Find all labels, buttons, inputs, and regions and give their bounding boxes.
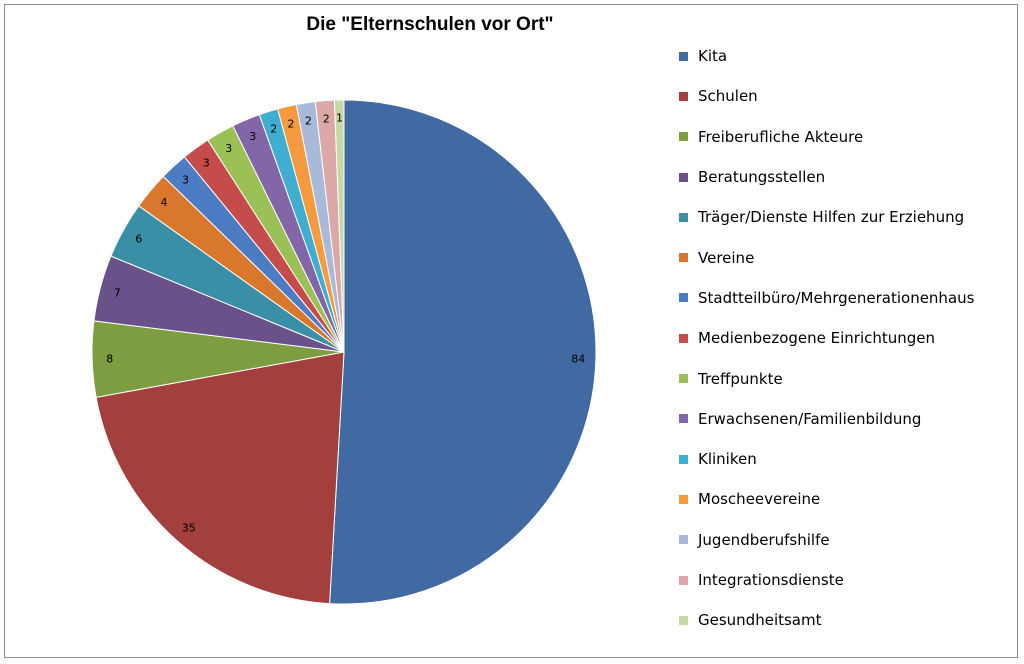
data-label-kita: 84 bbox=[571, 353, 585, 366]
data-label-integrationsdienste: 2 bbox=[323, 112, 330, 125]
legend-swatch bbox=[679, 575, 688, 585]
legend-swatch bbox=[679, 333, 688, 343]
legend-swatch bbox=[679, 494, 688, 504]
legend-label: Gesundheitsamt bbox=[698, 611, 822, 630]
data-label-schulen: 35 bbox=[182, 522, 196, 535]
legend-item-beratungsstellen: Beratungsstellen bbox=[679, 157, 974, 197]
legend-swatch bbox=[679, 293, 688, 303]
legend-item-jugendberufshilfe: Jugendberufshilfe bbox=[679, 520, 974, 560]
legend-item-medienbezogene-einrichtungen: Medienbezogene Einrichtungen bbox=[679, 318, 974, 358]
legend-item-stadtteilbuero-mehrgenerationenhaus: Stadtteilbüro/Mehrgenerationenhaus bbox=[679, 278, 974, 318]
legend-label: Moscheevereine bbox=[698, 490, 821, 509]
legend-label: Erwachsenen/Familienbildung bbox=[698, 409, 922, 428]
legend-item-moscheevereine: Moscheevereine bbox=[679, 479, 974, 519]
legend-swatch bbox=[679, 615, 688, 625]
legend-label: Kita bbox=[698, 47, 728, 66]
legend-item-freiberufliche-akteure: Freiberufliche Akteure bbox=[679, 117, 974, 157]
data-label-treffpunkte: 3 bbox=[225, 142, 232, 155]
legend-item-kita: Kita bbox=[679, 36, 974, 76]
legend-swatch bbox=[679, 253, 688, 263]
legend-swatch bbox=[679, 212, 688, 222]
chart-legend: Kita Schulen Freiberufliche Akteure Beratun… bbox=[679, 36, 974, 640]
data-label-vereine: 4 bbox=[161, 196, 168, 209]
pie-slice-gesundheitsamt bbox=[333, 99, 345, 353]
legend-item-gesundheitsamt: Gesundheitsamt bbox=[679, 600, 974, 640]
chart-title: Die "Elternschulen vor Ort" bbox=[306, 14, 554, 35]
legend-label: Träger/Dienste Hilfen zur Erziehung bbox=[698, 208, 965, 227]
legend-label: Kliniken bbox=[698, 450, 757, 469]
legend-label: Treffpunkte bbox=[698, 369, 783, 388]
data-label-beratungsstellen: 7 bbox=[114, 286, 121, 299]
legend-swatch bbox=[679, 535, 688, 545]
data-label-erwachsenen-familienbildung: 3 bbox=[249, 130, 256, 143]
legend-swatch bbox=[679, 414, 688, 424]
legend-label: Vereine bbox=[698, 248, 755, 267]
legend-item-traeger-dienste-hilfen-zur-erziehung: Träger/Dienste Hilfen zur Erziehung bbox=[679, 197, 974, 237]
legend-swatch bbox=[679, 132, 688, 142]
legend-item-vereine: Vereine bbox=[679, 237, 974, 277]
data-label-stadtteilbuero-mehrgenerationenhaus: 3 bbox=[182, 173, 189, 186]
legend-label: Medienbezogene Einrichtungen bbox=[698, 329, 936, 348]
legend-swatch bbox=[679, 51, 688, 61]
data-label-traeger-dienste-hilfen-zur-erziehung: 6 bbox=[135, 233, 142, 246]
legend-item-schulen: Schulen bbox=[679, 76, 974, 116]
legend-item-treffpunkte: Treffpunkte bbox=[679, 358, 974, 398]
legend-label: Schulen bbox=[698, 87, 758, 106]
legend-item-kliniken: Kliniken bbox=[679, 439, 974, 479]
data-label-kliniken: 2 bbox=[270, 122, 277, 135]
pie-slice-kita bbox=[329, 99, 597, 605]
legend-swatch bbox=[679, 374, 688, 384]
legend-label: Freiberufliche Akteure bbox=[698, 127, 864, 146]
legend-label: Integrationsdienste bbox=[698, 571, 844, 589]
data-label-jugendberufshilfe: 2 bbox=[305, 114, 312, 127]
data-label-moscheevereine: 2 bbox=[287, 118, 294, 131]
legend-item-erwachsenen-familienbildung: Erwachsenen/Familienbildung bbox=[679, 399, 974, 439]
data-label-gesundheitsamt: 1 bbox=[336, 112, 343, 125]
legend-label: Jugendberufshilfe bbox=[698, 530, 830, 549]
legend-label: Beratungsstellen bbox=[698, 168, 826, 187]
data-label-medienbezogene-einrichtungen: 3 bbox=[203, 156, 210, 169]
legend-swatch bbox=[679, 172, 688, 182]
legend-label: Stadtteilbüro/Mehrgenerationenhaus bbox=[698, 288, 975, 307]
pie-slice-schulen bbox=[95, 351, 345, 605]
legend-swatch bbox=[679, 454, 688, 464]
legend-item-integrationsdienste: Integrationsdienste bbox=[679, 560, 974, 600]
data-label-freiberufliche-akteure: 8 bbox=[106, 353, 113, 366]
legend-swatch bbox=[679, 91, 688, 101]
